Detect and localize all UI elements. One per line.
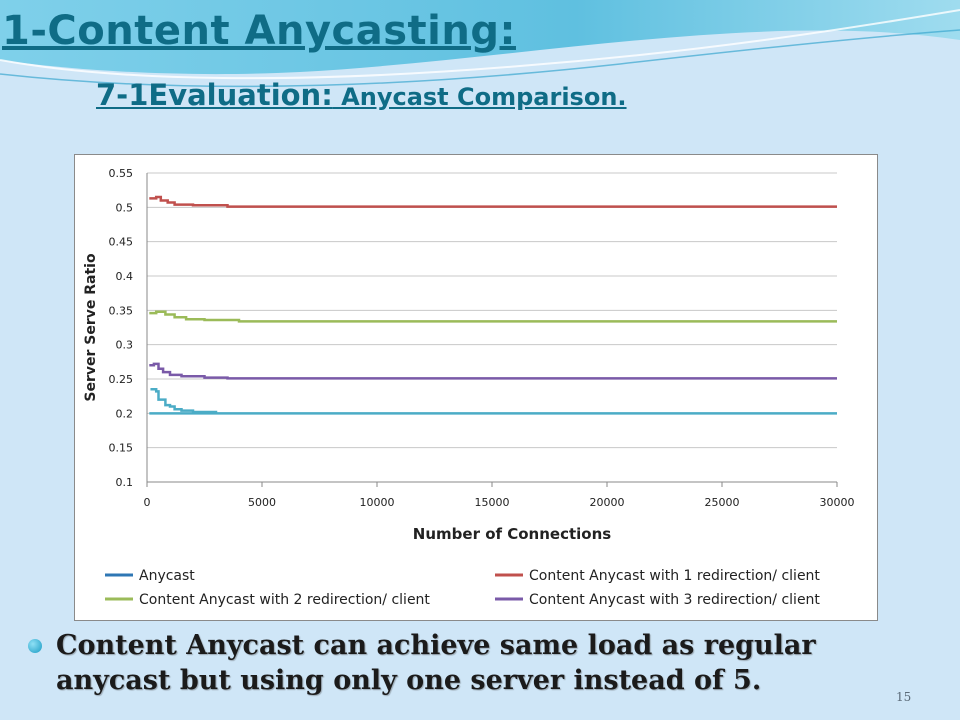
x-tick-label: 5000 bbox=[248, 496, 276, 509]
y-tick-label: 0.35 bbox=[109, 304, 134, 317]
y-axis-label: Server Serve Ratio bbox=[83, 253, 99, 402]
y-tick-label: 0.3 bbox=[116, 339, 134, 352]
series-line-2 bbox=[150, 388, 218, 414]
y-tick-label: 0.5 bbox=[116, 201, 134, 214]
subtitle-main: 7-1Evaluation: bbox=[96, 78, 333, 112]
chart-frame: 0.1 0.15 0.2 0.25 0.3 0.35 0.4 0.45 0.5 0.55 0 5000… bbox=[74, 154, 878, 621]
x-tick-label: 25000 bbox=[705, 496, 740, 509]
y-tick-label: 0.1 bbox=[116, 476, 134, 489]
x-tick-label: 10000 bbox=[360, 496, 395, 509]
y-tick-label: 0.4 bbox=[116, 270, 134, 283]
y-tick-label: 0.25 bbox=[109, 373, 134, 386]
y-tick-label: 0.55 bbox=[109, 167, 134, 180]
y-tick-label: 0.2 bbox=[116, 407, 134, 420]
slide-title: 1-Content Anycasting: bbox=[2, 8, 516, 54]
series-line-4 bbox=[149, 310, 837, 323]
y-tick-label: 0.45 bbox=[109, 236, 134, 249]
x-tick-label: 30000 bbox=[820, 496, 855, 509]
bullet-icon bbox=[28, 639, 42, 653]
series-line-3 bbox=[149, 195, 837, 208]
x-axis-label: Number of Connections bbox=[413, 525, 611, 543]
bullet-text: Content Anycast can achieve same load as… bbox=[56, 630, 816, 696]
series-line-5 bbox=[149, 362, 837, 380]
y-tick-label: 0.15 bbox=[109, 442, 134, 455]
background-swoosh bbox=[0, 0, 960, 88]
legend-label: Anycast bbox=[139, 568, 195, 584]
legend-label: Content Anycast with 3 redirection/ clie… bbox=[529, 592, 820, 608]
page-number: 15 bbox=[896, 690, 912, 704]
slide-subtitle: 7-1Evaluation: Anycast Comparison. bbox=[96, 78, 627, 112]
x-tick-label: 15000 bbox=[475, 496, 510, 509]
bullet-point: Content Anycast can achieve same load as… bbox=[28, 628, 888, 698]
x-tick-label: 20000 bbox=[590, 496, 625, 509]
subtitle-rest: Anycast Comparison. bbox=[332, 83, 627, 111]
x-tick-label: 0 bbox=[144, 496, 151, 509]
legend-label: Content Anycast with 1 redirection/ clie… bbox=[529, 568, 820, 584]
line-chart: 0.1 0.15 0.2 0.25 0.3 0.35 0.4 0.45 0.5 0.55 0 5000… bbox=[83, 167, 855, 608]
legend-label: Content Anycast with 2 redirection/ clie… bbox=[139, 592, 430, 608]
